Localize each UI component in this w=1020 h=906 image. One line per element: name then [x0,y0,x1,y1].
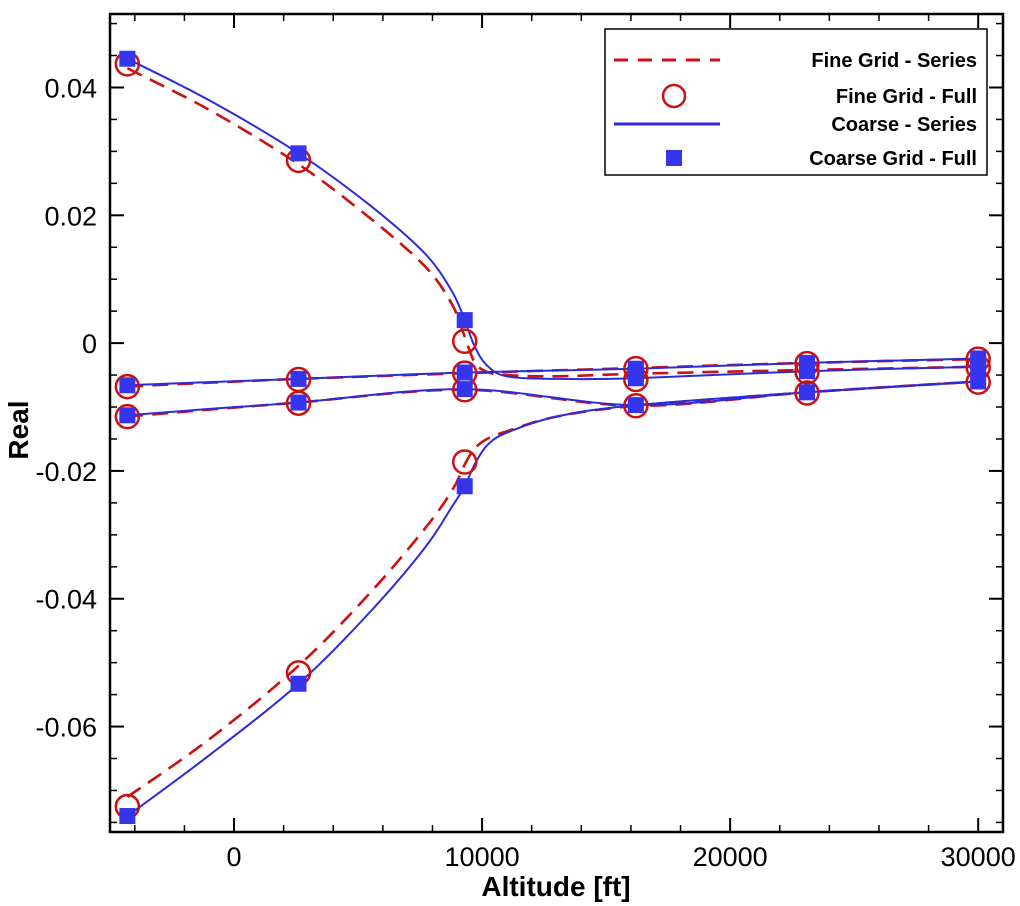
x-tick-label-1: 10000 [445,842,520,872]
legend-label-coarse-full: Coarse Grid - Full [809,148,977,170]
coarse-full-point-4 [290,370,307,387]
fine-full-point-9 [451,449,478,475]
y-tick-label-5: -0.06 [35,713,97,743]
legend-label-fine-series: Fine Grid - Series [811,50,977,72]
y-axis-title: Real [3,400,34,459]
y-tick-label-2: 0 [82,329,97,359]
coarse-full-point-19 [970,358,987,375]
x-tick-label-2: 20000 [693,842,768,872]
fine-full-point-2 [451,328,478,354]
coarse-full-point-2 [456,312,473,329]
y-tick-label-1: 0.02 [44,201,97,231]
coarse-full-point-14 [627,397,644,414]
fine-full-point-6 [114,403,141,430]
legend-square-swatch [666,150,682,166]
coarse-full-point-1 [290,145,307,162]
y-tick-label-4: -0.04 [35,585,97,615]
y-tick-label-0: 0.04 [44,73,97,103]
coarse-full-point-7 [290,394,307,411]
x-tick-label-0: 0 [227,842,242,872]
fine-full-point-17 [794,380,820,406]
legend-entry-fine-series: Fine Grid - Series [614,50,977,72]
coarse-full-point-10 [290,675,307,692]
marker-layer [114,50,991,825]
coarse-full-point-6 [119,407,136,424]
legend: Fine Grid - Series Fine Grid - Full Coar… [604,28,988,176]
coarse-full-point-20 [970,373,987,390]
coarse-full-point-0 [119,50,136,67]
coarse-full-point-3 [119,377,136,394]
coarse-full-point-8 [456,381,473,398]
coarse-full-point-16 [799,363,816,380]
coarse-full-point-5 [456,364,473,381]
coarse-full-point-11 [119,808,136,825]
x-tick-label-3: 30000 [941,842,1016,872]
legend-entry-coarse-full: Coarse Grid - Full [666,148,977,170]
fine-full-point-3 [114,373,141,400]
legend-circle-swatch [661,83,687,109]
tick-layer: 0 10000 20000 30000 0.04 0.02 0 -0.02 -0.04 -0.06 [35,14,1016,872]
y-tick-label-3: -0.02 [35,457,97,487]
plot-frame [108,12,1005,834]
coarse-full-point-9 [456,478,473,495]
legend-label-fine-full: Fine Grid - Full [836,86,977,108]
fine-full-point-7 [285,390,312,416]
fine-series-line-0 [126,67,979,378]
legend-entry-coarse-series: Coarse - Series [614,114,977,136]
coarse-full-point-13 [627,370,644,387]
x-axis-title: Altitude [ft] [481,871,630,902]
legend-entry-fine-full: Fine Grid - Full [661,83,977,109]
coarse-full-point-17 [799,384,816,401]
fine-full-point-14 [623,392,649,419]
legend-label-coarse-series: Coarse - Series [831,114,977,136]
